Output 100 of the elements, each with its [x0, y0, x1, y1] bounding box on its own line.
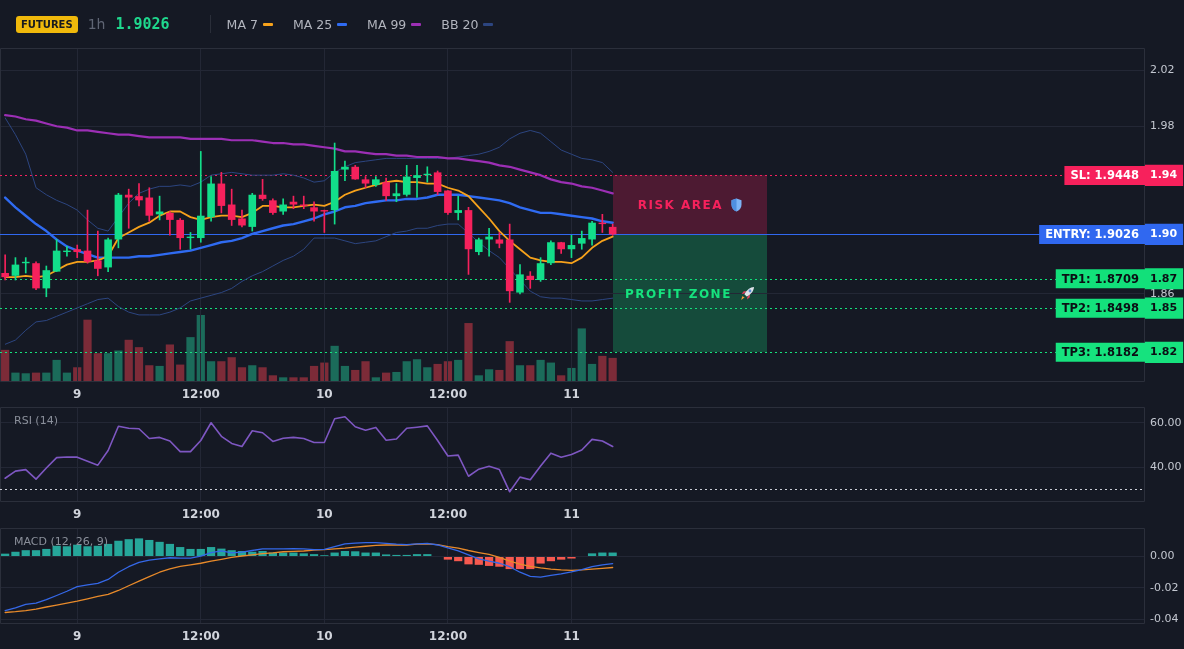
bar	[237, 367, 247, 382]
text: 1.9026	[115, 15, 170, 33]
bar	[351, 551, 360, 556]
y-tick-label: -0.02	[1150, 580, 1179, 594]
y-tick-label: 1.86	[1150, 286, 1175, 300]
bar	[93, 353, 102, 382]
ref-line-label: TP3: 1.8182	[1061, 345, 1139, 360]
bar	[587, 363, 597, 382]
bar	[62, 546, 72, 556]
candlestick	[94, 230, 102, 277]
bar	[1, 349, 10, 382]
bar	[546, 362, 555, 382]
y-tick-label: 40.00	[1150, 460, 1182, 474]
bar	[309, 365, 319, 382]
bar	[42, 548, 51, 556]
bar	[165, 344, 175, 382]
bar	[73, 544, 82, 556]
bar	[608, 357, 617, 382]
text: RISK AREA	[637, 198, 724, 213]
x-tick-label: 11	[563, 387, 580, 402]
bar	[186, 337, 195, 382]
bar	[155, 365, 164, 382]
bar	[21, 550, 30, 556]
candlestick	[196, 151, 205, 243]
bar	[145, 365, 154, 382]
bar	[124, 339, 133, 382]
text: 1h	[87, 16, 106, 32]
bar	[114, 350, 123, 382]
bar	[536, 359, 545, 382]
x-tick-label: 11	[563, 629, 580, 644]
legend-label: MA 25	[292, 16, 333, 32]
y-tick-label: 60.00	[1150, 415, 1182, 429]
bar	[11, 551, 20, 556]
y-tick-label: 1.87	[1150, 271, 1178, 285]
bar	[464, 556, 473, 565]
bar	[577, 328, 586, 382]
bar	[134, 538, 144, 556]
legend-label: MA 7	[226, 16, 258, 32]
x-tick-label: 11	[563, 507, 580, 522]
bar	[299, 553, 308, 556]
bar	[484, 369, 494, 382]
bar	[433, 363, 442, 382]
bar	[206, 361, 216, 382]
ref-line-label: ENTRY: 1.9026	[1045, 227, 1139, 242]
bar	[464, 323, 473, 382]
bar	[495, 369, 504, 382]
candlestick	[310, 201, 318, 222]
bar	[83, 319, 92, 382]
bar	[546, 556, 555, 562]
bar	[52, 545, 61, 556]
bar	[289, 377, 298, 382]
bar	[289, 552, 298, 556]
bar	[587, 553, 597, 556]
x-tick-label: 10	[316, 629, 333, 644]
candlestick	[135, 183, 143, 207]
x-tick-label: 12:00	[181, 387, 220, 402]
x-tick-label: 9	[73, 507, 82, 522]
bar	[31, 550, 41, 556]
x-tick-label: 9	[73, 629, 82, 644]
bar	[536, 556, 545, 564]
bar	[134, 347, 144, 382]
y-tick-label: 1.90	[1150, 227, 1178, 241]
bar	[557, 556, 566, 560]
x-tick-label: 12:00	[181, 629, 220, 644]
bar	[443, 556, 453, 560]
legend-label: MA 99	[367, 16, 407, 32]
bar	[340, 550, 350, 556]
bar	[392, 371, 401, 382]
bar	[248, 365, 257, 382]
bar	[454, 359, 463, 382]
x-tick-label: 12:00	[181, 507, 220, 522]
bar	[83, 546, 92, 556]
text: PROFIT ZONE	[624, 286, 732, 301]
ref-line-label: SL: 1.9448	[1070, 168, 1139, 183]
y-tick-label: 1.94	[1150, 168, 1178, 182]
bar	[11, 372, 20, 382]
bar	[93, 545, 102, 556]
ref-line-label: TP2: 1.8498	[1061, 301, 1139, 316]
bar	[505, 341, 514, 382]
bar	[176, 547, 185, 556]
legend-label: BB 20	[441, 16, 479, 32]
bar	[340, 365, 350, 382]
bar	[454, 556, 463, 562]
bar	[217, 361, 226, 382]
bar	[567, 367, 576, 382]
x-tick-label: 12:00	[428, 507, 468, 522]
y-tick-label: -0.04	[1150, 612, 1179, 626]
bar	[526, 365, 535, 382]
bar	[227, 357, 236, 382]
y-tick-label: 2.02	[1150, 63, 1175, 77]
y-tick-label: 1.85	[1150, 301, 1178, 315]
bar	[330, 345, 339, 382]
y-tick-label: 1.82	[1150, 345, 1178, 359]
candlestick	[124, 188, 133, 229]
x-tick-label: 12:00	[428, 387, 468, 402]
bar	[598, 355, 607, 382]
bar	[165, 543, 175, 556]
x-tick-label: 12:00	[428, 629, 468, 644]
x-tick-label: 10	[316, 507, 333, 522]
bar	[145, 539, 154, 556]
